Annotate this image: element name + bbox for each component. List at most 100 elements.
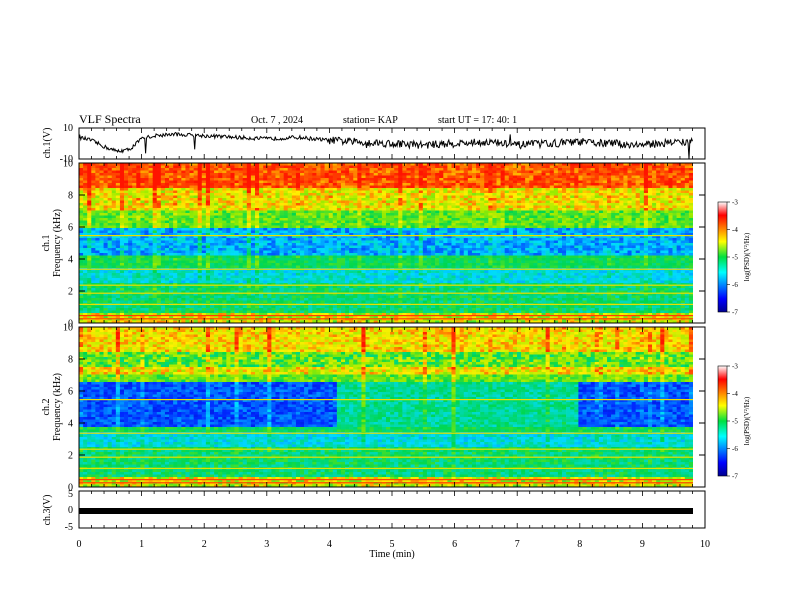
spectrogram-cell [230,293,235,296]
spectrogram-cell [160,248,166,251]
spectrogram-cell [132,275,137,279]
spectrogram-cell [308,203,313,206]
spectrogram-cell [189,173,194,176]
spectrogram-cell [328,225,334,229]
spectrogram-cell [218,165,223,169]
spectrogram-cell [218,243,223,246]
spectrogram-cell [115,173,121,176]
spectrogram-cell [156,230,162,234]
spectrogram-cell [152,173,158,176]
spectrogram-cell [214,163,219,166]
spectrogram-cell [226,300,231,304]
spectrogram-cell [209,270,215,274]
spectrogram-cell [386,198,391,201]
spectrogram-cell [246,228,252,231]
spectrogram-cell [189,285,194,289]
spectrogram-cell [357,265,362,269]
spectrogram-cell [189,308,194,311]
spectrogram-cell [242,260,248,264]
spectrogram-cell [205,260,211,264]
spectrogram-cell [295,320,301,324]
spectrogram-cell [238,258,244,261]
spectrogram-cell [115,223,121,226]
spectrogram-cell [144,170,149,174]
spectrogram-cell [291,270,297,274]
spectrogram-cell [91,215,96,219]
spectrogram-cell [197,223,203,226]
spectrogram-cell [328,178,334,181]
spectrogram-cell [128,175,133,179]
spectrogram-cell [209,163,215,166]
spectrogram-cell [152,258,158,261]
spectrogram-cell [152,313,158,316]
spectrogram-cell [377,263,383,266]
spectrogram-cell [115,218,121,221]
spectrogram-cell [336,263,342,266]
spectrogram-cell [173,200,178,204]
spectrogram-cell [345,300,350,304]
spectrogram-cell [209,288,215,291]
spectrogram-cell [259,223,264,226]
spectrogram-cell [197,203,203,206]
spectrogram-cell [128,285,133,289]
spectrogram-cell [181,223,186,226]
spectrogram-cell [369,243,375,246]
spectrogram-cell [328,170,334,174]
spectrogram-cell [99,240,104,244]
spectrogram-cell [111,230,117,234]
spectrogram-cell [287,165,293,169]
spectrogram-cell [177,198,182,201]
spectrogram-cell [357,195,362,199]
spectrogram-cell [140,305,145,309]
spectrogram-cell [275,313,280,316]
spectrogram-cell [295,168,301,171]
spectrogram-cell [304,163,309,166]
spectrogram-cell [394,298,399,301]
spectrogram-cell [263,240,268,244]
spectrogram-cell [332,195,338,199]
spectrogram-cell [79,305,84,309]
spectrogram-cell [209,295,215,299]
spectrogram-cell [304,230,309,234]
spectrogram-cell [349,220,354,224]
spectrogram-cell [91,190,96,194]
spectrogram-cell [230,298,235,301]
spectrogram-cell [328,208,334,211]
spectrogram-cell [300,213,305,216]
spectrogram-cell [222,245,227,249]
spectrogram-cell [148,190,153,194]
spectrogram-cell [259,188,264,191]
spectrogram-cell [386,223,391,226]
spectrogram-cell [394,300,399,304]
spectrogram-cell [91,175,96,179]
spectrogram-cell [103,260,108,264]
spectrogram-cell [353,243,358,246]
spectrogram-cell [173,283,178,286]
spectrogram-cell [279,320,284,324]
spectrogram-cell [238,165,244,169]
spectrogram-cell [283,223,289,226]
spectrogram-cell [246,270,252,274]
spectrogram-cell [115,165,121,169]
spectrogram-cell [312,195,317,199]
spectrogram-cell [152,295,158,299]
spectrogram-cell [246,188,252,191]
spectrogram-cell [345,298,350,301]
spectrogram-cell [83,285,88,289]
spectrogram-cell [99,243,104,246]
spectrogram-cell [128,228,133,231]
spectrogram-cell [173,255,178,259]
spectrogram-cell [169,198,174,201]
spectrogram-cell [185,273,190,276]
spectrogram-cell [361,188,366,191]
spectrogram-cell [83,208,88,211]
spectrogram-cell [308,245,313,249]
spectrogram-cell [79,223,84,226]
spectrogram-cell [328,220,334,224]
spectrogram-cell [267,300,272,304]
spectrogram-cell [99,270,104,274]
spectrogram-cell [300,198,305,201]
spectrogram-cell [226,165,231,169]
spectrogram-cell [238,250,244,254]
spectrogram-cell [136,235,141,239]
